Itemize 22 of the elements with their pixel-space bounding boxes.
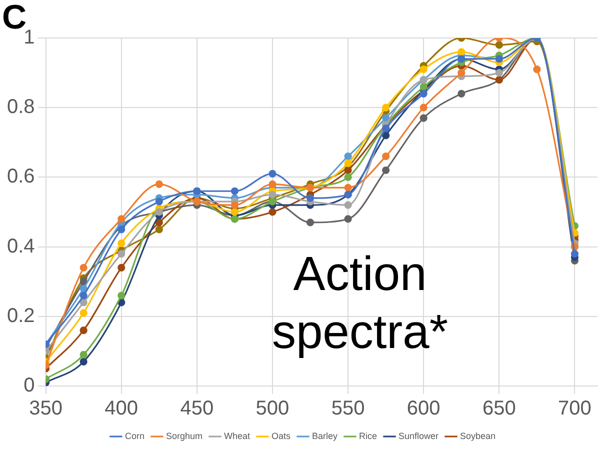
x-tick-label: 350 <box>29 398 62 420</box>
y-tick-label: 0.4 <box>6 235 35 258</box>
legend-label: Rice <box>359 430 378 441</box>
y-tick-label: 0.8 <box>6 96 35 118</box>
legend-label: Wheat <box>224 430 250 441</box>
legend-label: Oats <box>271 430 291 441</box>
legend-label: Soybean <box>460 430 496 441</box>
legend-label: Sorghum <box>166 430 202 441</box>
y-tick-label: 0.6 <box>6 166 35 188</box>
y-tick-label: 0.2 <box>6 304 35 327</box>
annotation: Action spectra* <box>272 248 448 359</box>
x-tick-label: 700 <box>558 398 592 420</box>
x-tick-label: 550 <box>331 398 365 420</box>
x-tick-label: 650 <box>482 398 516 420</box>
legend-label: Sunflower <box>398 430 439 441</box>
x-tick-label: 500 <box>256 398 290 420</box>
legend-label: Barley <box>312 430 338 441</box>
y-tick-label: 0 <box>24 374 35 397</box>
x-tick-label: 600 <box>406 398 440 420</box>
legend-label: Corn <box>124 430 144 441</box>
x-tick-label: 400 <box>104 398 138 420</box>
x-tick-label: 450 <box>180 398 214 420</box>
